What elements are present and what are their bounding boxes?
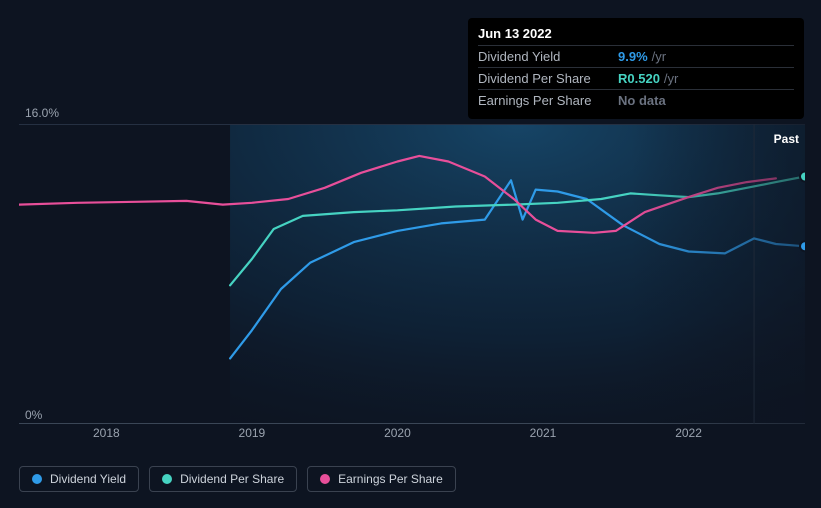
tooltip-row-dividend-per-share: Dividend Per Share R0.520 /yr — [478, 67, 794, 89]
tooltip-value: R0.520 — [618, 71, 660, 86]
legend-dot-icon — [32, 474, 42, 484]
hover-tooltip: Jun 13 2022 Dividend Yield 9.9% /yr Divi… — [468, 18, 804, 119]
tooltip-row-dividend-yield: Dividend Yield 9.9% /yr — [478, 45, 794, 67]
tooltip-label: Dividend Yield — [478, 49, 618, 64]
x-axis-tick-label: 2020 — [384, 426, 411, 440]
line-chart[interactable] — [19, 124, 805, 424]
tooltip-row-earnings-per-share: Earnings Per Share No data — [478, 89, 794, 111]
y-axis-max-label: 16.0% — [25, 106, 59, 120]
legend-item-earnings-per-share[interactable]: Earnings Per Share — [307, 466, 456, 492]
tooltip-value: No data — [618, 93, 666, 108]
x-axis-tick-label: 2018 — [93, 426, 120, 440]
legend-label: Dividend Per Share — [180, 472, 284, 486]
legend-label: Dividend Yield — [50, 472, 126, 486]
x-axis-labels: 2018 2019 2020 2021 2022 — [19, 426, 805, 444]
tooltip-label: Earnings Per Share — [478, 93, 618, 108]
x-axis-tick-label: 2022 — [675, 426, 702, 440]
past-label: Past — [774, 132, 799, 146]
legend: Dividend Yield Dividend Per Share Earnin… — [19, 466, 456, 492]
legend-item-dividend-per-share[interactable]: Dividend Per Share — [149, 466, 297, 492]
tooltip-date: Jun 13 2022 — [478, 26, 794, 45]
legend-item-dividend-yield[interactable]: Dividend Yield — [19, 466, 139, 492]
tooltip-value: 9.9% — [618, 49, 648, 64]
tooltip-unit: /yr — [652, 49, 666, 64]
legend-dot-icon — [162, 474, 172, 484]
tooltip-label: Dividend Per Share — [478, 71, 618, 86]
legend-dot-icon — [320, 474, 330, 484]
tooltip-unit: /yr — [664, 71, 678, 86]
legend-label: Earnings Per Share — [338, 472, 443, 486]
x-axis-tick-label: 2019 — [239, 426, 266, 440]
x-axis-tick-label: 2021 — [530, 426, 557, 440]
chart-container: Jun 13 2022 Dividend Yield 9.9% /yr Divi… — [0, 0, 821, 508]
